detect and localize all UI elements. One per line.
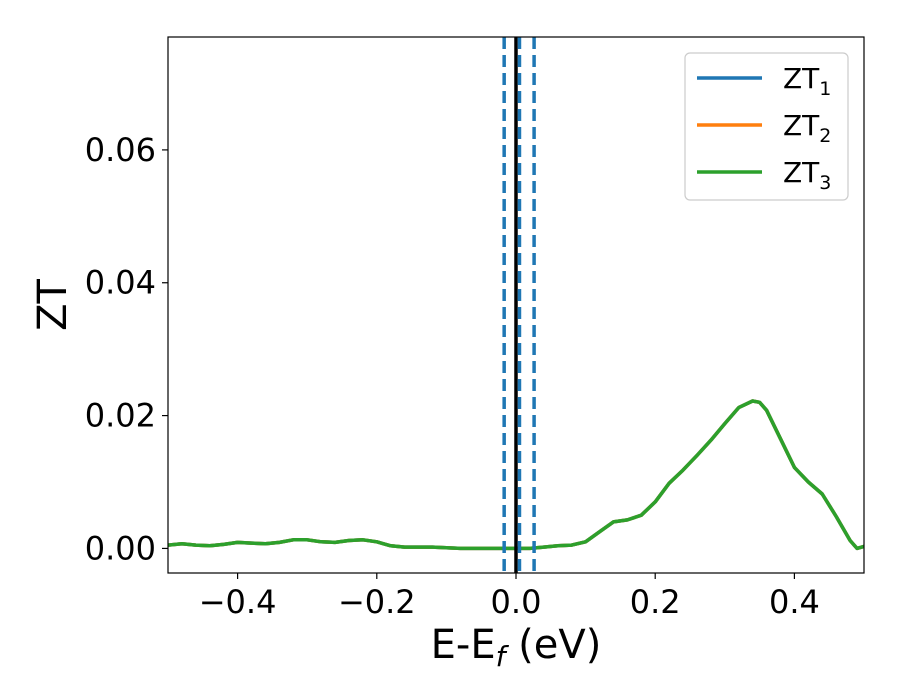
y-axis-ticks: 0.00 0.02 0.04 0.06: [85, 131, 168, 567]
x-tick-label: 0.0: [491, 583, 542, 621]
x-tick-label: 0.2: [630, 583, 681, 621]
y-tick-label: 0.00: [85, 529, 156, 567]
x-tick-label: −0.2: [338, 583, 416, 621]
x-tick-label: 0.4: [769, 583, 820, 621]
legend: ZT1 ZT2 ZT3: [684, 52, 849, 201]
series-line-3: [168, 399, 864, 551]
legend-frame: [684, 52, 849, 201]
x-axis-label-main: E-E: [431, 622, 496, 668]
x-tick-label: −0.4: [199, 583, 277, 621]
reference-lines: [502, 37, 536, 573]
x-axis-label-unit: (eV): [505, 622, 601, 668]
x-axis-ticks: −0.4 −0.2 0.0 0.2 0.4: [199, 573, 820, 621]
y-tick-label: 0.02: [85, 397, 156, 435]
legend-label-1: ZT1: [783, 62, 831, 100]
y-axis-label: ZT: [30, 279, 76, 331]
y-tick-label: 0.04: [85, 264, 156, 302]
series-layer: [168, 399, 864, 551]
legend-label-3: ZT3: [783, 156, 831, 194]
legend-label-2: ZT2: [783, 109, 831, 147]
y-tick-label: 0.06: [85, 131, 156, 169]
x-axis-label: E-Ef (eV): [431, 622, 602, 673]
